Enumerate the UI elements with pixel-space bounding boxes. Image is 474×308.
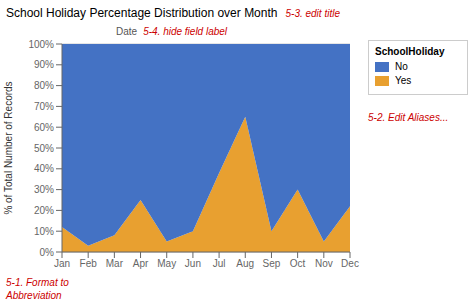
svg-text:100%: 100%	[28, 39, 54, 50]
svg-text:70%: 70%	[34, 101, 54, 112]
html-text:No: No	[395, 61, 408, 72]
svg-text:Jul: Jul	[213, 258, 226, 269]
svg-text:30%: 30%	[34, 184, 54, 195]
svg-text:Dec: Dec	[341, 258, 359, 269]
html-text:SchoolHoliday: SchoolHoliday	[375, 46, 445, 57]
html-text:Yes: Yes	[395, 75, 412, 86]
svg-text:Mar: Mar	[106, 258, 124, 269]
svg-text:40%: 40%	[34, 163, 54, 174]
html-text:School Holiday Percentage Dist: School Holiday Percentage Distribution o…	[6, 6, 278, 20]
svg-text:Jan: Jan	[54, 258, 70, 269]
html-text:5-3. edit title: 5-3. edit title	[285, 8, 340, 19]
svg-text:Jun: Jun	[185, 258, 201, 269]
svg-text:60%: 60%	[34, 122, 54, 133]
svg-text:0%: 0%	[40, 247, 55, 258]
svg-text:Aug: Aug	[236, 258, 254, 269]
svg-text:Sep: Sep	[263, 258, 281, 269]
svg-text:80%: 80%	[34, 80, 54, 91]
svg-text:Apr: Apr	[133, 258, 149, 269]
svg-text:20%: 20%	[34, 205, 54, 216]
html-text:5-1. Format to Abbreviation: 5-1. Format to Abbreviation	[6, 277, 69, 301]
svg-text:% of Total Number of Records: % of Total Number of Records	[8, 81, 14, 214]
html-text:Date: Date	[116, 26, 138, 37]
svg-text:Nov: Nov	[315, 258, 333, 269]
html-text:5-2. Edit Aliases...: 5-2. Edit Aliases...	[368, 112, 449, 123]
svg-text:Oct: Oct	[290, 258, 306, 269]
html-text:5-4. hide field label: 5-4. hide field label	[143, 26, 228, 37]
svg-text:May: May	[157, 258, 176, 269]
svg-text:50%: 50%	[34, 143, 54, 154]
svg-text:Feb: Feb	[80, 258, 98, 269]
svg-text:90%: 90%	[34, 59, 54, 70]
svg-text:10%: 10%	[34, 226, 54, 237]
